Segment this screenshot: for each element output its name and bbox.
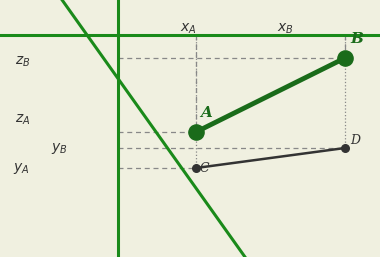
Point — [342, 146, 348, 150]
Text: $x_B$: $x_B$ — [277, 22, 293, 36]
Text: $y_B$: $y_B$ — [51, 141, 68, 155]
Point — [193, 130, 199, 134]
Text: D: D — [350, 133, 360, 146]
Text: $x_A$: $x_A$ — [180, 22, 196, 36]
Text: C: C — [200, 162, 210, 175]
Text: B: B — [350, 32, 363, 46]
Point — [342, 56, 348, 60]
Point — [193, 166, 199, 170]
Text: $z_B$: $z_B$ — [14, 55, 30, 69]
Text: $z_A$: $z_A$ — [15, 113, 30, 127]
Text: $y_A$: $y_A$ — [13, 161, 30, 176]
Text: A: A — [200, 106, 212, 120]
